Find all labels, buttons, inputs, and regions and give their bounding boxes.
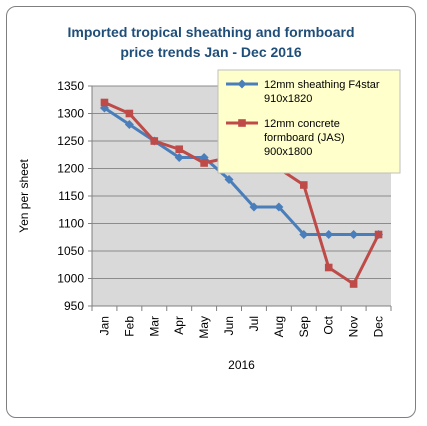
data-point: [150, 137, 159, 145]
data-point: [299, 181, 308, 189]
x-tick-label: Oct: [322, 315, 336, 334]
data-point: [299, 230, 309, 239]
y-tick-label: 1100: [58, 217, 84, 231]
x-tick-label: Mar: [147, 316, 161, 337]
data-point: [249, 202, 259, 212]
data-point: [274, 202, 284, 212]
data-point: [125, 109, 134, 118]
chart-title-line-2: price trends Jan - Dec 2016: [120, 44, 302, 60]
x-tick-label: Feb: [122, 316, 136, 337]
y-tick-label: 1250: [57, 134, 84, 148]
x-tick-label: Sep: [297, 316, 311, 338]
y-tick-label: 1050: [57, 244, 84, 258]
legend-label-line: 910x1820: [264, 93, 312, 105]
y-axis-ticks: 950 1000 1050 1100 1150 1200 1250 1300 1350: [57, 79, 92, 313]
y-axis-title: Yen per sheet: [17, 159, 31, 233]
x-tick-label: Dec: [372, 316, 386, 337]
data-point: [324, 263, 333, 272]
data-point: [124, 120, 134, 129]
legend-entry-2: 12mm concrete formboard (JAS) 900x1800: [226, 118, 345, 158]
legend: 12mm sheathing F4star 910x1820 12mm concre…: [217, 69, 401, 174]
legend-entry-1: 12mm sheathing F4star 910x1820: [226, 79, 380, 105]
legend-label-line: formboard (JAS): [264, 132, 345, 144]
x-axis-ticks: Jan Feb Mar Apr May Jun Jul Aug Sep Oct Nov Dec: [91, 306, 392, 339]
data-point: [175, 145, 184, 154]
data-point: [200, 159, 208, 167]
data-point: [349, 280, 358, 288]
legend-swatch-marker: [238, 119, 246, 127]
x-tick-label: Jan: [97, 316, 111, 335]
legend-label-line: 900x1800: [264, 146, 312, 158]
x-tick-label: Apr: [172, 316, 186, 335]
legend-label-line: 12mm concrete: [264, 118, 340, 130]
data-point: [174, 153, 184, 162]
x-tick-label: Jul: [247, 316, 261, 331]
y-tick-label: 950: [64, 299, 84, 313]
x-tick-label: Aug: [272, 316, 286, 337]
y-tick-label: 1350: [57, 79, 84, 93]
data-point: [349, 230, 359, 239]
x-axis-title: 2016: [228, 358, 255, 372]
y-tick-label: 1150: [58, 189, 84, 203]
y-tick-label: 1000: [57, 272, 84, 286]
x-tick-label: May: [197, 316, 211, 339]
data-point: [374, 230, 383, 239]
data-point: [224, 175, 234, 184]
data-point: [100, 98, 109, 107]
x-tick-label: Nov: [347, 316, 361, 337]
y-tick-label: 1300: [57, 107, 84, 121]
legend-label-line: 12mm sheathing F4star: [264, 79, 380, 91]
y-tick-label: 1200: [57, 162, 84, 176]
x-tick-label: Jun: [222, 316, 236, 335]
legend-swatch-marker: [237, 79, 247, 89]
chart-title-line-1: Imported tropical sheathing and formboar…: [67, 24, 354, 40]
data-point: [324, 230, 334, 239]
